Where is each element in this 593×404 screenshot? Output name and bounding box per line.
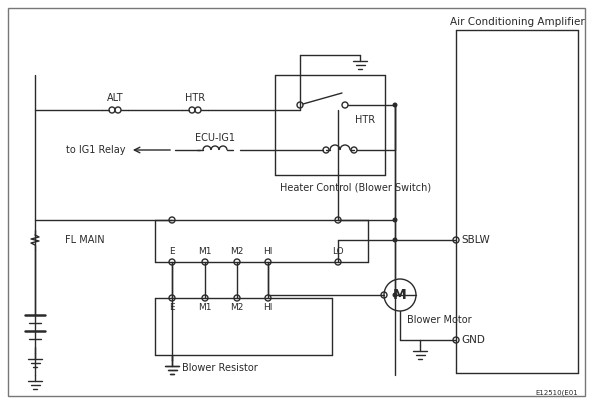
- Text: HTR: HTR: [355, 115, 375, 125]
- Text: Blower Motor: Blower Motor: [407, 315, 471, 325]
- Text: M2: M2: [230, 303, 244, 313]
- Text: FL MAIN: FL MAIN: [65, 235, 104, 245]
- Text: Heater Control (Blower Switch): Heater Control (Blower Switch): [280, 183, 431, 193]
- Text: M1: M1: [198, 248, 212, 257]
- Text: E: E: [169, 248, 175, 257]
- Circle shape: [393, 238, 397, 242]
- Text: SBLW: SBLW: [461, 235, 490, 245]
- Text: GND: GND: [461, 335, 485, 345]
- Circle shape: [393, 292, 397, 297]
- Text: M2: M2: [230, 248, 244, 257]
- Text: E12510(E01: E12510(E01: [535, 389, 578, 396]
- Text: E: E: [169, 303, 175, 313]
- Text: M: M: [393, 288, 407, 302]
- Text: ALT: ALT: [107, 93, 123, 103]
- Text: to IG1 Relay: to IG1 Relay: [65, 145, 125, 155]
- Text: Blower Resistor: Blower Resistor: [182, 363, 258, 373]
- Text: HI: HI: [263, 303, 273, 313]
- Circle shape: [393, 217, 397, 223]
- Text: LO: LO: [332, 248, 344, 257]
- Text: ECU-IG1: ECU-IG1: [195, 133, 235, 143]
- Text: Air Conditioning Amplifier: Air Conditioning Amplifier: [449, 17, 584, 27]
- Text: M1: M1: [198, 303, 212, 313]
- Circle shape: [393, 103, 397, 107]
- Text: HI: HI: [263, 248, 273, 257]
- Text: HTR: HTR: [185, 93, 205, 103]
